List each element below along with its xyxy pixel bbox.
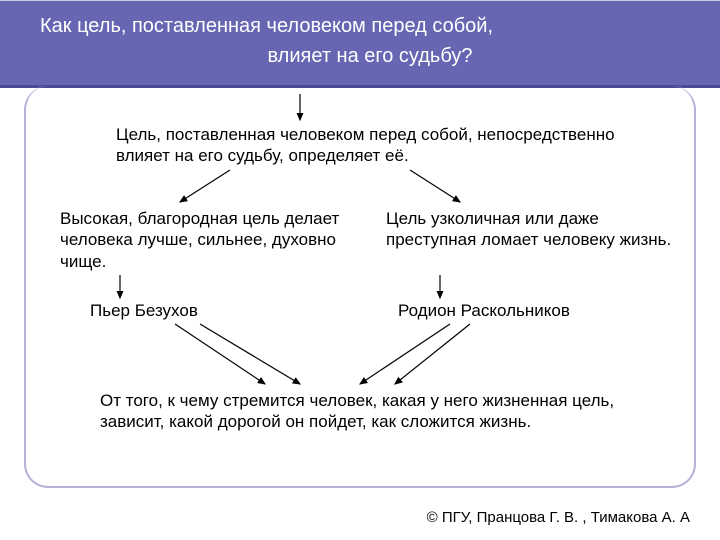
conclusion-node: От того, к чему стремится человек, какая… <box>100 390 640 433</box>
title-line1: Как цель, поставленная человеком перед с… <box>40 11 700 41</box>
left-example-node: Пьер Безухов <box>90 300 290 321</box>
title-bar: Как цель, поставленная человеком перед с… <box>0 0 720 88</box>
left-branch-node: Высокая, благородная цель делает человек… <box>60 208 350 272</box>
title-line2: влияет на его судьбу? <box>40 41 700 71</box>
thesis-node: Цель, поставленная человеком перед собой… <box>116 124 626 167</box>
right-branch-node: Цель узколичная или даже преступная лома… <box>386 208 676 251</box>
copyright-text: © ПГУ, Пранцова Г. В. , Тимакова А. А <box>427 509 690 526</box>
right-example-node: Родион Раскольников <box>398 300 648 321</box>
